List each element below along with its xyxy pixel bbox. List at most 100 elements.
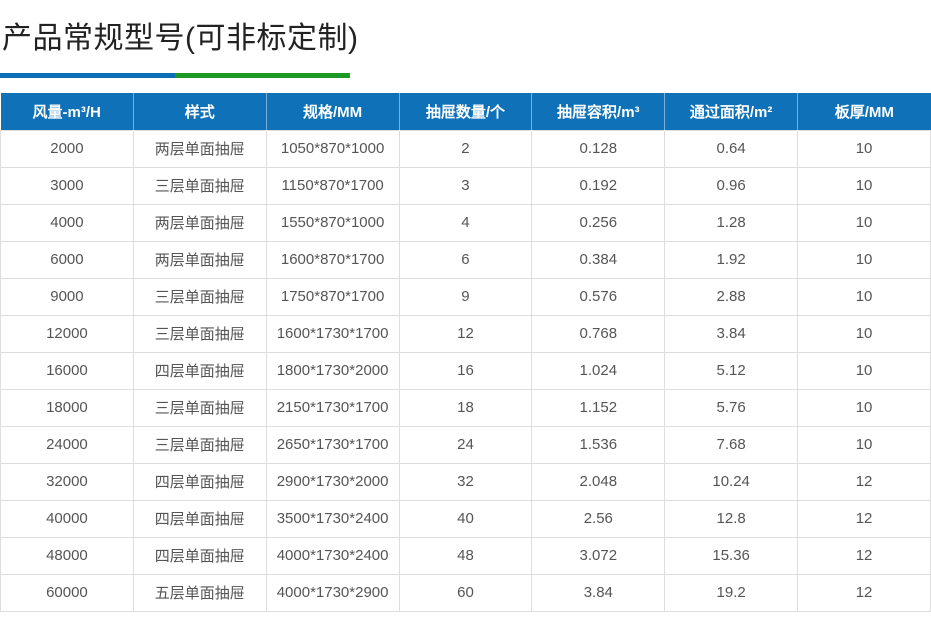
- table-cell: 40000: [0, 499, 134, 538]
- table-cell: 3500*1730*2400: [265, 499, 400, 538]
- table-cell: 6000: [0, 240, 134, 279]
- table-row: 12000 三层单面抽屉 1600*1730*1700 12 0.768 3.84 10: [0, 314, 931, 353]
- table-cell: 1.024: [531, 351, 666, 390]
- table-cell: 2.56: [531, 499, 666, 538]
- table-cell: 1600*870*1700: [265, 240, 400, 279]
- table-cell: 24000: [0, 425, 134, 464]
- table-cell: 2: [398, 129, 533, 168]
- table-cell: 10: [797, 277, 931, 316]
- page-title: 产品常规型号(可非标定制): [2, 22, 359, 55]
- table-row: 6000 两层单面抽屉 1600*870*1700 6 0.384 1.92 10: [0, 240, 931, 279]
- table-cell: 0.96: [664, 166, 799, 205]
- table-cell: 3: [398, 166, 533, 205]
- table-cell: 18: [398, 388, 533, 427]
- table-cell: 48: [398, 536, 533, 575]
- table-cell: 0.128: [531, 129, 666, 168]
- table-cell: 32: [398, 462, 533, 501]
- table-cell: 12: [797, 536, 931, 575]
- table-cell: 0.384: [531, 240, 666, 279]
- table-cell: 12: [398, 314, 533, 353]
- table-cell: 1150*870*1700: [265, 166, 400, 205]
- table-cell: 12: [797, 499, 931, 538]
- table-cell: 两层单面抽屉: [132, 129, 267, 168]
- underline-green-segment: [175, 73, 350, 78]
- table-cell: 三层单面抽屉: [132, 277, 267, 316]
- column-header: 抽屉容积/m³: [531, 93, 666, 130]
- spec-table-head: 风量-m³/H 样式 规格/MM 抽屉数量/个 抽屉容积/m³ 通过面积/m² 板厚/MM: [0, 93, 931, 130]
- table-row: 32000 四层单面抽屉 2900*1730*2000 32 2.048 10.24 12: [0, 462, 931, 501]
- table-cell: 4000*1730*2900: [265, 573, 400, 612]
- column-header: 样式: [133, 93, 267, 130]
- table-cell: 9: [398, 277, 533, 316]
- product-spec-table: 风量-m³/H 样式 规格/MM 抽屉数量/个 抽屉容积/m³ 通过面积/m² 板厚/MM …: [0, 93, 931, 612]
- table-row: 3000 三层单面抽屉 1150*870*1700 3 0.192 0.96 10: [0, 166, 931, 205]
- table-cell: 1600*1730*1700: [265, 314, 400, 353]
- table-cell: 0.576: [531, 277, 666, 316]
- column-header: 抽屉数量/个: [399, 93, 533, 130]
- column-header: 风量-m³/H: [0, 93, 134, 130]
- table-cell: 10: [797, 240, 931, 279]
- table-cell: 4000*1730*2400: [265, 536, 400, 575]
- table-cell: 四层单面抽屉: [132, 499, 267, 538]
- table-cell: 四层单面抽屉: [132, 536, 267, 575]
- table-cell: 0.768: [531, 314, 666, 353]
- table-cell: 10: [797, 388, 931, 427]
- table-cell: 1.28: [664, 203, 799, 242]
- table-cell: 0.256: [531, 203, 666, 242]
- table-cell: 2150*1730*1700: [265, 388, 400, 427]
- table-cell: 12: [797, 462, 931, 501]
- table-cell: 4: [398, 203, 533, 242]
- header-row: 风量-m³/H 样式 规格/MM 抽屉数量/个 抽屉容积/m³ 通过面积/m² 板厚/MM: [0, 93, 931, 130]
- table-cell: 2000: [0, 129, 134, 168]
- table-cell: 1750*870*1700: [265, 277, 400, 316]
- table-cell: 40: [398, 499, 533, 538]
- table-cell: 三层单面抽屉: [132, 314, 267, 353]
- table-cell: 四层单面抽屉: [132, 351, 267, 390]
- table-row: 16000 四层单面抽屉 1800*1730*2000 16 1.024 5.12 10: [0, 351, 931, 390]
- table-cell: 3.84: [531, 573, 666, 612]
- table-cell: 5.12: [664, 351, 799, 390]
- table-cell: 10: [797, 351, 931, 390]
- table-cell: 5.76: [664, 388, 799, 427]
- table-cell: 15.36: [664, 536, 799, 575]
- table-cell: 1050*870*1000: [265, 129, 400, 168]
- table-cell: 三层单面抽屉: [132, 388, 267, 427]
- table-cell: 1800*1730*2000: [265, 351, 400, 390]
- table-cell: 五层单面抽屉: [132, 573, 267, 612]
- table-cell: 9000: [0, 277, 134, 316]
- table-row: 40000 四层单面抽屉 3500*1730*2400 40 2.56 12.8 12: [0, 499, 931, 538]
- table-row: 2000 两层单面抽屉 1050*870*1000 2 0.128 0.64 10: [0, 129, 931, 168]
- table-cell: 3.84: [664, 314, 799, 353]
- table-row: 4000 两层单面抽屉 1550*870*1000 4 0.256 1.28 10: [0, 203, 931, 242]
- table-cell: 2.88: [664, 277, 799, 316]
- column-header: 规格/MM: [266, 93, 400, 130]
- table-cell: 60: [398, 573, 533, 612]
- column-header: 板厚/MM: [797, 93, 931, 130]
- table-cell: 2.048: [531, 462, 666, 501]
- table-cell: 12.8: [664, 499, 799, 538]
- table-cell: 1.92: [664, 240, 799, 279]
- table-cell: 四层单面抽屉: [132, 462, 267, 501]
- spec-table-body: 2000 两层单面抽屉 1050*870*1000 2 0.128 0.64 10 3000 三…: [0, 129, 931, 612]
- table-cell: 32000: [0, 462, 134, 501]
- table-cell: 18000: [0, 388, 134, 427]
- table-cell: 48000: [0, 536, 134, 575]
- table-cell: 10: [797, 425, 931, 464]
- table-cell: 60000: [0, 573, 134, 612]
- table-row: 48000 四层单面抽屉 4000*1730*2400 48 3.072 15.36 12: [0, 536, 931, 575]
- table-cell: 1.536: [531, 425, 666, 464]
- table-cell: 16000: [0, 351, 134, 390]
- table-cell: 3000: [0, 166, 134, 205]
- table-cell: 12: [797, 573, 931, 612]
- table-cell: 两层单面抽屉: [132, 240, 267, 279]
- table-cell: 1550*870*1000: [265, 203, 400, 242]
- table-cell: 16: [398, 351, 533, 390]
- table-cell: 10: [797, 166, 931, 205]
- table-cell: 10: [797, 314, 931, 353]
- table-cell: 24: [398, 425, 533, 464]
- table-cell: 7.68: [664, 425, 799, 464]
- table-cell: 1.152: [531, 388, 666, 427]
- table-cell: 三层单面抽屉: [132, 425, 267, 464]
- table-cell: 19.2: [664, 573, 799, 612]
- table-cell: 三层单面抽屉: [132, 166, 267, 205]
